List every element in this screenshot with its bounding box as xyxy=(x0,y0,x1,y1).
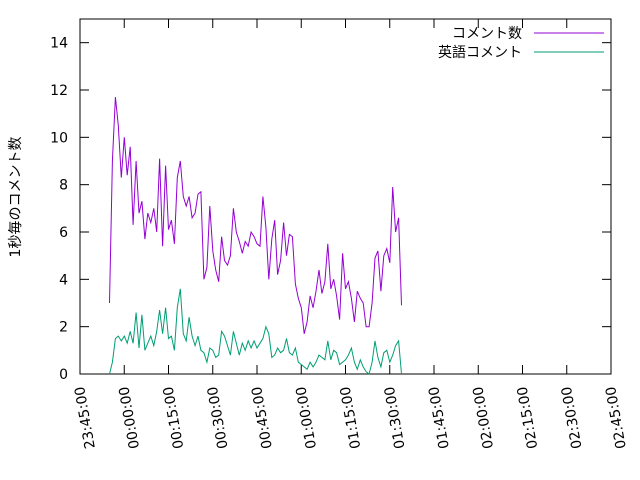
y-tick-label: 0 xyxy=(59,367,68,383)
y-tick-label: 2 xyxy=(59,320,68,336)
legend-label: 英語コメント xyxy=(438,44,522,61)
y-tick-label: 12 xyxy=(50,83,68,99)
y-axis-ticks: 0 2 4 6 8 10 12 14 xyxy=(50,36,611,383)
y-tick-label: 10 xyxy=(50,130,68,146)
y-axis-label: 1秒毎のコメント数 xyxy=(8,137,24,258)
y-tick-label: 4 xyxy=(59,272,68,288)
y-tick-label: 14 xyxy=(50,36,68,52)
series-lines xyxy=(109,97,402,375)
series-line-1 xyxy=(109,288,402,375)
legend-label: コメント数 xyxy=(452,26,522,42)
series-line-0 xyxy=(109,97,402,334)
y-tick-label: 8 xyxy=(59,178,68,194)
y-tick-label: 6 xyxy=(59,225,68,241)
